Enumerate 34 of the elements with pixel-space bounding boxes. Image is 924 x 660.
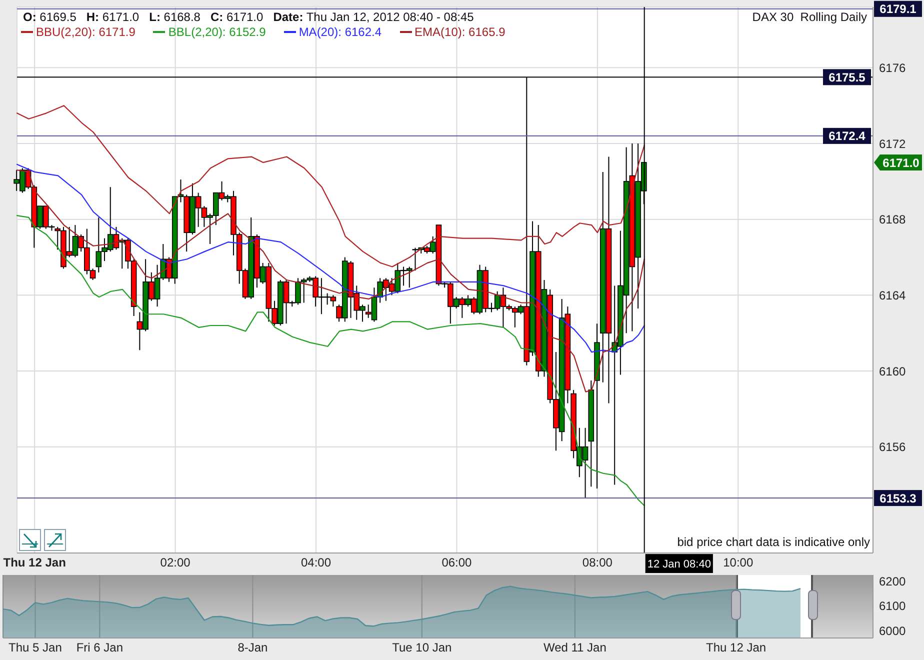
x-tick-label: Fri 6 Jan (76, 640, 124, 655)
x-tick-label: Thu 5 Jan (8, 640, 62, 655)
y-tick-label: 6100 (879, 599, 906, 614)
y-tick-label: 6164 (879, 288, 906, 302)
x-tick-label: 02:00 (160, 556, 191, 570)
text: 6171.0 (882, 156, 920, 170)
chart-title: DAX 30 Rolling Daily (752, 10, 867, 24)
x-tick-label: Tue 10 Jan (392, 640, 452, 655)
ref-line-label: 6172.4 (828, 129, 866, 144)
annotation: 6171.0 (101, 10, 140, 24)
x-tick-label: 04:00 (301, 556, 332, 570)
x-tick-label: 08:00 (582, 556, 613, 570)
ref-line-label: 6175.5 (828, 70, 866, 84)
ref-line-label: 12 Jan 08:40 (647, 558, 711, 570)
y-tick-label: 6200 (879, 574, 906, 588)
ref-line-label: 6179.1 (880, 2, 917, 16)
y-tick-label: 6160 (879, 364, 906, 378)
ref-line-label: 6153.3 (880, 491, 917, 506)
x-tick-label: Thu 12 Jan (706, 640, 766, 655)
legend-label: MA(20): 6162.4 (298, 25, 382, 39)
x-tick-label: 10:00 (723, 556, 754, 570)
x-tick-label: 8-Jan (238, 640, 268, 655)
y-tick-label: 6000 (879, 624, 906, 638)
x-tick-label: 06:00 (442, 556, 472, 570)
y-tick-label: 6176 (879, 60, 906, 75)
legend-label: BBL(2,20): 6152.9 (168, 25, 266, 39)
x-tick-label: Thu 12 Jan (3, 556, 66, 570)
legend-label: BBU(2,20): 6171.9 (36, 25, 136, 39)
annotation: bid price chart data is indicative only (677, 535, 870, 549)
legend-label: EMA(10): 6165.9 (414, 25, 506, 39)
y-tick-label: 6156 (879, 440, 906, 454)
y-tick-label: 6172 (879, 136, 906, 151)
y-tick-label: 6168 (879, 212, 906, 227)
x-tick-label: Wed 11 Jan (543, 640, 606, 655)
